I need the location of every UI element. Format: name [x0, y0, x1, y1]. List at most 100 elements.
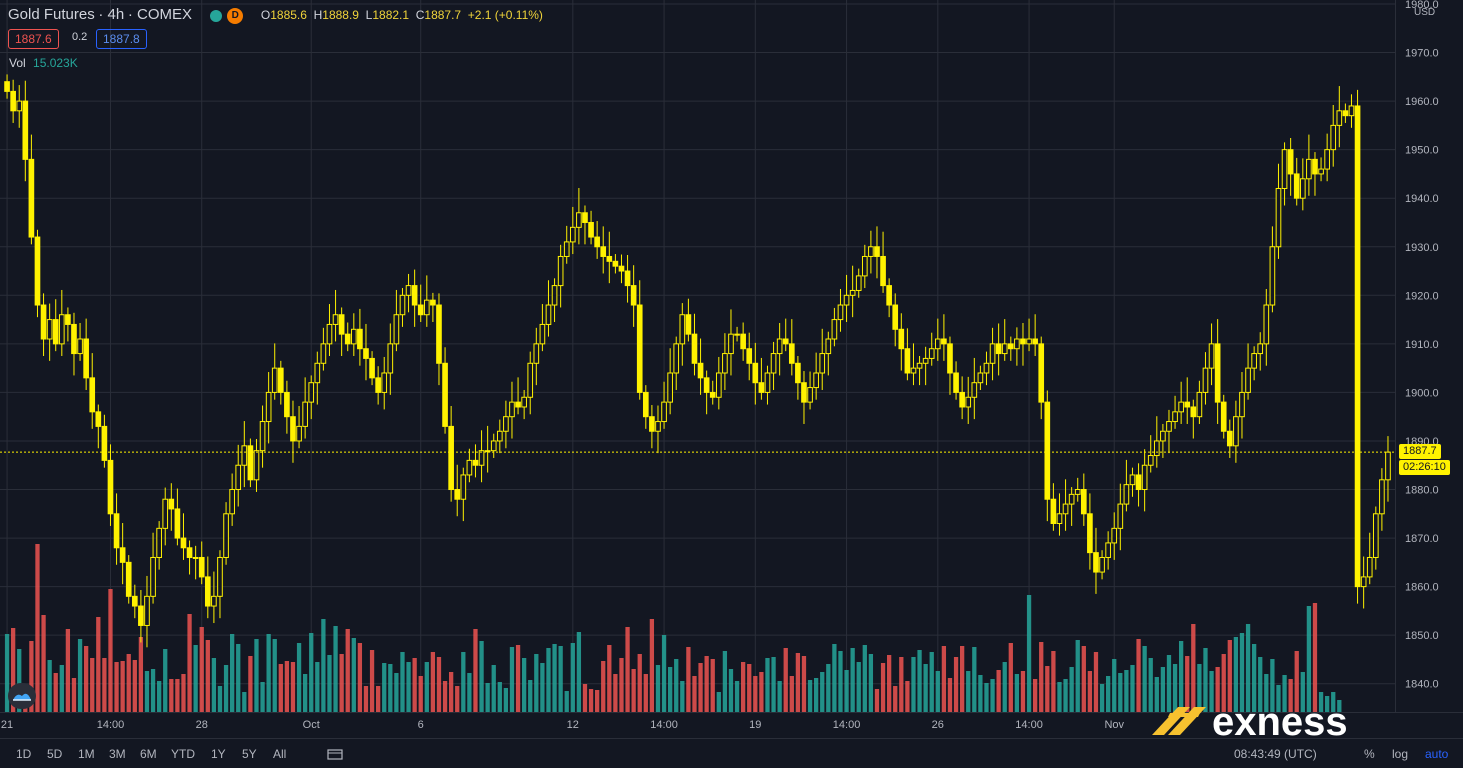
candle[interactable]	[423, 275, 430, 327]
candle[interactable]	[965, 376, 972, 424]
candle[interactable]	[910, 343, 917, 386]
candle[interactable]	[837, 288, 844, 332]
candle[interactable]	[740, 322, 746, 361]
candle[interactable]	[776, 322, 783, 376]
candle[interactable]	[861, 244, 868, 289]
candle[interactable]	[685, 298, 692, 342]
candle[interactable]	[734, 326, 740, 342]
candle[interactable]	[192, 545, 199, 580]
candle[interactable]	[16, 85, 23, 128]
candle[interactable]	[922, 346, 929, 386]
price-chart-pane[interactable]	[0, 0, 1395, 712]
log-toggle[interactable]: log	[1392, 747, 1409, 761]
candle[interactable]	[612, 254, 619, 274]
timeframe-button[interactable]: YTD	[171, 747, 195, 761]
candle[interactable]	[819, 328, 826, 390]
timeframe-button[interactable]: 6M	[140, 747, 157, 761]
candle[interactable]	[265, 372, 272, 444]
candle[interactable]	[350, 313, 357, 356]
candle[interactable]	[83, 318, 89, 390]
candle[interactable]	[77, 322, 83, 361]
candle[interactable]	[807, 371, 813, 410]
candle[interactable]	[131, 584, 138, 619]
candle[interactable]	[381, 356, 388, 410]
candle[interactable]	[1129, 467, 1136, 497]
candle[interactable]	[569, 206, 576, 255]
candle[interactable]	[28, 134, 35, 245]
candle[interactable]	[1312, 152, 1318, 196]
timeframe-button[interactable]: 1M	[78, 747, 95, 761]
candle[interactable]	[600, 226, 607, 274]
candle[interactable]	[302, 377, 308, 439]
candle[interactable]	[1056, 493, 1063, 536]
candle[interactable]	[928, 332, 935, 366]
candle[interactable]	[1105, 531, 1111, 570]
candle[interactable]	[308, 375, 315, 420]
candle[interactable]	[1153, 416, 1160, 468]
candle[interactable]	[1001, 319, 1008, 361]
candle[interactable]	[709, 380, 716, 405]
candle[interactable]	[855, 268, 862, 298]
candle[interactable]	[417, 284, 424, 323]
candle[interactable]	[174, 488, 181, 546]
candle[interactable]	[703, 370, 710, 415]
candle[interactable]	[1226, 419, 1233, 458]
timeframe-button[interactable]: 1D	[16, 747, 32, 761]
candle[interactable]	[892, 293, 899, 347]
candle[interactable]	[813, 352, 819, 400]
candle[interactable]	[1050, 483, 1057, 531]
candle[interactable]	[1184, 377, 1191, 424]
candle[interactable]	[1135, 463, 1142, 507]
candle[interactable]	[40, 293, 47, 356]
candle[interactable]	[642, 385, 649, 429]
candle[interactable]	[880, 231, 886, 293]
candle[interactable]	[271, 343, 278, 400]
candle[interactable]	[1190, 399, 1197, 439]
candle[interactable]	[886, 278, 892, 318]
candle[interactable]	[198, 541, 205, 585]
candle[interactable]	[1099, 550, 1105, 580]
candle[interactable]	[1074, 477, 1081, 502]
candle[interactable]	[764, 365, 771, 405]
candle[interactable]	[363, 323, 369, 381]
candle[interactable]	[618, 254, 625, 284]
candle[interactable]	[34, 229, 41, 318]
candle[interactable]	[387, 323, 394, 395]
candle[interactable]	[405, 273, 412, 313]
timeframe-button[interactable]: 5Y	[242, 747, 257, 761]
candle[interactable]	[904, 328, 911, 381]
candle[interactable]	[229, 473, 235, 526]
candle[interactable]	[4, 74, 10, 99]
candle[interactable]	[1220, 394, 1227, 439]
candle[interactable]	[186, 540, 193, 575]
candle[interactable]	[521, 389, 527, 420]
candle[interactable]	[1202, 352, 1209, 405]
candle[interactable]	[211, 571, 217, 624]
candle[interactable]	[357, 308, 363, 366]
candle[interactable]	[1372, 506, 1379, 570]
candle[interactable]	[843, 274, 850, 323]
candle[interactable]	[825, 331, 832, 376]
candle[interactable]	[101, 414, 108, 468]
candle[interactable]	[1348, 94, 1355, 128]
candle[interactable]	[788, 319, 795, 376]
candle[interactable]	[649, 405, 655, 449]
candle[interactable]	[1299, 158, 1306, 211]
candle[interactable]	[971, 357, 978, 420]
candle[interactable]	[375, 366, 381, 405]
candle[interactable]	[1123, 459, 1130, 512]
candle[interactable]	[1281, 142, 1288, 206]
candle[interactable]	[119, 523, 126, 585]
candle[interactable]	[673, 336, 680, 390]
candle[interactable]	[1038, 336, 1045, 420]
candle[interactable]	[831, 307, 838, 347]
candle[interactable]	[1062, 479, 1069, 531]
candle[interactable]	[849, 265, 856, 318]
timeframe-button[interactable]: All	[273, 747, 287, 761]
candle[interactable]	[953, 361, 959, 400]
candle[interactable]	[715, 356, 722, 410]
candle[interactable]	[204, 556, 211, 619]
price-axis[interactable]: 1840.0 1850.0 1860.0 1870.0 1880.0 1890.0 1900…	[1395, 0, 1463, 712]
date-range-icon[interactable]	[326, 747, 344, 764]
candle[interactable]	[259, 405, 266, 468]
